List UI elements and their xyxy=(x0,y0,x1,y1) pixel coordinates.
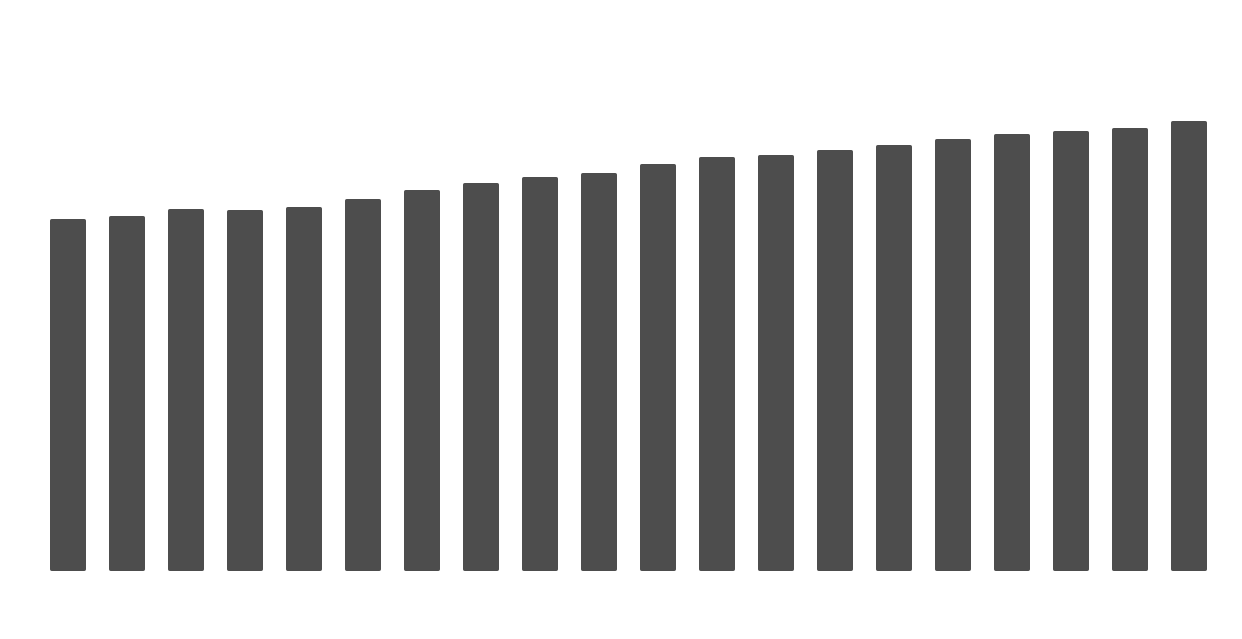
bar xyxy=(463,183,499,571)
bar xyxy=(758,155,794,571)
bar xyxy=(935,139,971,571)
bar xyxy=(994,134,1030,571)
bar xyxy=(50,219,86,571)
bar xyxy=(581,173,617,571)
bar xyxy=(699,157,735,571)
bar xyxy=(168,209,204,571)
bar xyxy=(1171,121,1207,571)
bar xyxy=(1112,128,1148,571)
bar xyxy=(522,177,558,571)
bar xyxy=(227,210,263,571)
bar xyxy=(1053,131,1089,571)
bar xyxy=(640,164,676,571)
bar xyxy=(109,216,145,571)
bar xyxy=(286,207,322,571)
bar xyxy=(404,190,440,571)
bar xyxy=(817,150,853,571)
bar xyxy=(345,199,381,571)
bar xyxy=(876,145,912,571)
